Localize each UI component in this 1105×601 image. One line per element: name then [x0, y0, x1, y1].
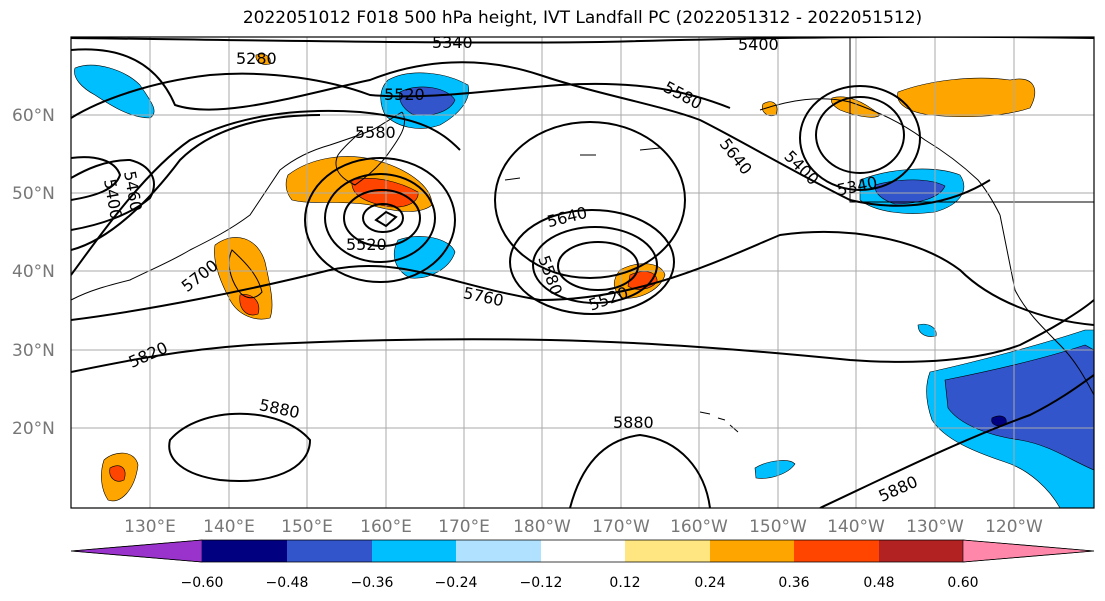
japan-coastline: [228, 249, 263, 299]
lon-label: 140°W: [827, 517, 885, 537]
contour-label: 5280: [236, 49, 277, 68]
contour-line: [71, 158, 155, 231]
contour-line: [374, 210, 398, 228]
contour-line: [494, 121, 686, 279]
lon-label: 130°W: [906, 517, 964, 537]
north-america-coastline: [999, 214, 1094, 396]
contour-label: 5340: [432, 33, 473, 52]
ivt-positive-region: [109, 465, 126, 482]
contour-line: [71, 48, 991, 207]
colorbar-tick-label: −0.24: [435, 575, 478, 591]
contour-label: 5580: [355, 123, 396, 142]
contour-line: [71, 114, 321, 251]
colorbar-segment: [794, 540, 879, 562]
longitude-labels: 130°E 140°E 150°E 160°E 170°E 180°W 170°…: [124, 517, 1043, 537]
lon-label: 180°W: [513, 517, 571, 537]
map-area: [71, 37, 1094, 508]
colorbar: −0.60 −0.48 −0.36 −0.24 −0.12 0.12 0.24 …: [70, 539, 1095, 591]
height-contours: [71, 37, 1094, 508]
colorbar-segment: [456, 540, 541, 562]
colorbar-tick-label: 0.48: [863, 575, 894, 591]
colorbar-extend-low: [70, 539, 203, 563]
colorbar-segment: [202, 540, 287, 562]
contour-line: [815, 96, 905, 174]
lat-label-30n: 30°N: [12, 341, 55, 361]
coastlines: [71, 37, 1094, 433]
contour-line: [819, 374, 1094, 508]
lon-label: 160°W: [670, 517, 728, 537]
map-frame: [70, 36, 1095, 509]
contour-line: [532, 226, 658, 304]
lat-label-40n: 40°N: [12, 262, 55, 282]
contour-line: [362, 203, 404, 233]
contour-line: [343, 189, 421, 247]
contour-label: 5400: [738, 35, 779, 54]
ivt-negative-region: [917, 323, 937, 337]
ivt-negative-region: [754, 460, 796, 479]
colorbar-outline: [70, 539, 1095, 563]
lon-label: 160°E: [360, 517, 412, 537]
contour-line: [168, 412, 312, 482]
latitude-labels: 60°N 50°N 40°N 30°N 20°N: [12, 106, 55, 439]
lon-label: 150°E: [281, 517, 333, 537]
contour-line: [799, 85, 921, 191]
colorbar-tick-label: −0.12: [520, 575, 563, 591]
lon-label: 140°E: [203, 517, 255, 537]
lat-label-60n: 60°N: [12, 106, 55, 126]
contour-label: 5520: [346, 235, 387, 254]
colorbar-tick-label: 0.24: [694, 575, 725, 591]
colorbar-tick-label: 0.36: [778, 575, 809, 591]
contour-line: [71, 156, 122, 201]
colorbar-segment: [372, 540, 456, 562]
contour-line: [557, 241, 639, 291]
colorbar-segment: [879, 540, 963, 562]
ivt-positive-region: [255, 53, 271, 65]
ivt-shading: [74, 53, 1094, 508]
ivt-positive-region: [239, 294, 260, 316]
colorbar-segment: [625, 540, 710, 562]
ivt-negative-region: [399, 86, 456, 116]
colorbar-segment: [710, 540, 794, 562]
colorbar-segment: [287, 540, 372, 562]
colorbar-tick-label: −0.60: [181, 575, 224, 591]
colorbar-tick-label: −0.36: [351, 575, 394, 591]
contour-line: [509, 209, 675, 315]
contour-line: [324, 173, 436, 263]
contour-line: [71, 230, 1094, 326]
lat-label-20n: 20°N: [12, 419, 55, 439]
lon-label: 120°W: [985, 517, 1043, 537]
contour-line: [71, 109, 461, 276]
lat-label-50n: 50°N: [12, 184, 55, 204]
contour-line: [304, 157, 456, 283]
colorbar-tick-label: −0.48: [266, 575, 309, 591]
asia-coastline: [71, 111, 403, 301]
lon-label: 170°E: [438, 517, 490, 537]
lon-label: 170°W: [592, 517, 650, 537]
contour-line: [71, 72, 731, 119]
lon-label: 130°E: [124, 517, 176, 537]
contour-label: 5880: [613, 413, 654, 432]
ivt-negative-region: [944, 344, 1094, 471]
ivt-negative-region: [874, 179, 946, 205]
contour-line: [71, 299, 1094, 373]
colorbar-segment: [541, 540, 625, 562]
map-title: 2022051012 F018 500 hPa height, IVT Land…: [242, 8, 923, 28]
alaska-coastline: [759, 98, 1001, 216]
aleutian-coastline: [504, 147, 661, 181]
contour-line: [569, 433, 711, 508]
colorbar-extend-high: [962, 539, 1095, 563]
contour-line: [71, 37, 1094, 44]
kamchatka-coastline: [335, 111, 406, 186]
colorbar-tick-label: 0.12: [609, 575, 640, 591]
contour-label: 5520: [384, 85, 425, 104]
ivt-positive-region: [897, 77, 1035, 118]
lon-label: 150°W: [749, 517, 807, 537]
colorbar-tick-label: 0.60: [947, 575, 978, 591]
